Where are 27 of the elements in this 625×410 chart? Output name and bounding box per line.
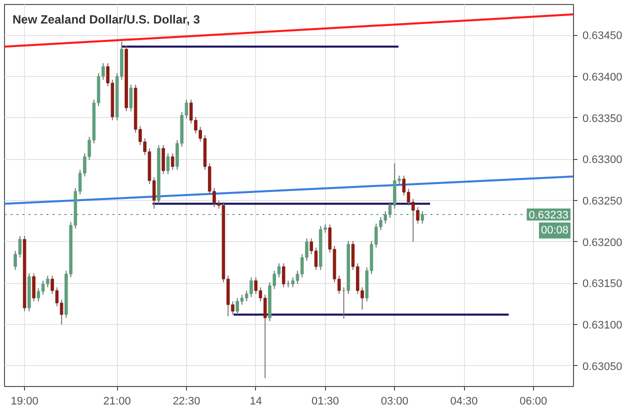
x-tick-label: 14 <box>250 396 262 408</box>
y-tick-label: 0.63300 <box>582 154 622 166</box>
x-tick-label: 19:00 <box>10 396 38 408</box>
annotation: 00:08 <box>540 224 569 237</box>
x-tick-label: 21:00 <box>103 396 131 408</box>
candlestick <box>162 144 165 174</box>
x-tick-label: 04:30 <box>450 396 478 408</box>
y-tick-label: 0.63200 <box>582 236 622 249</box>
y-tick-label: 0.63150 <box>582 278 622 290</box>
text: New Zealand Dollar/U.S. Dollar, 3 <box>12 12 200 26</box>
candlestick <box>170 152 174 170</box>
candlestick <box>263 294 267 379</box>
ref-line-label: 0.63233 <box>528 210 569 222</box>
x-tick-label: 03:00 <box>380 396 408 408</box>
candlestick <box>129 84 133 112</box>
y-tick-label: 0.63450 <box>582 30 622 42</box>
candlestick <box>166 152 170 174</box>
x-tick-label: 01:30 <box>311 396 340 408</box>
candlestick <box>282 262 286 288</box>
y-tick-label: 0.63250 <box>582 195 622 208</box>
x-tick-label: 22:30 <box>172 396 200 408</box>
x-tick-label: 06:00 <box>520 396 548 408</box>
y-tick-label: 0.63050 <box>582 360 622 373</box>
y-tick-label: 0.63350 <box>582 112 622 125</box>
y-tick-label: 0.63400 <box>582 71 622 84</box>
candlestick <box>32 272 36 302</box>
y-tick-label: 0.63100 <box>582 319 622 332</box>
